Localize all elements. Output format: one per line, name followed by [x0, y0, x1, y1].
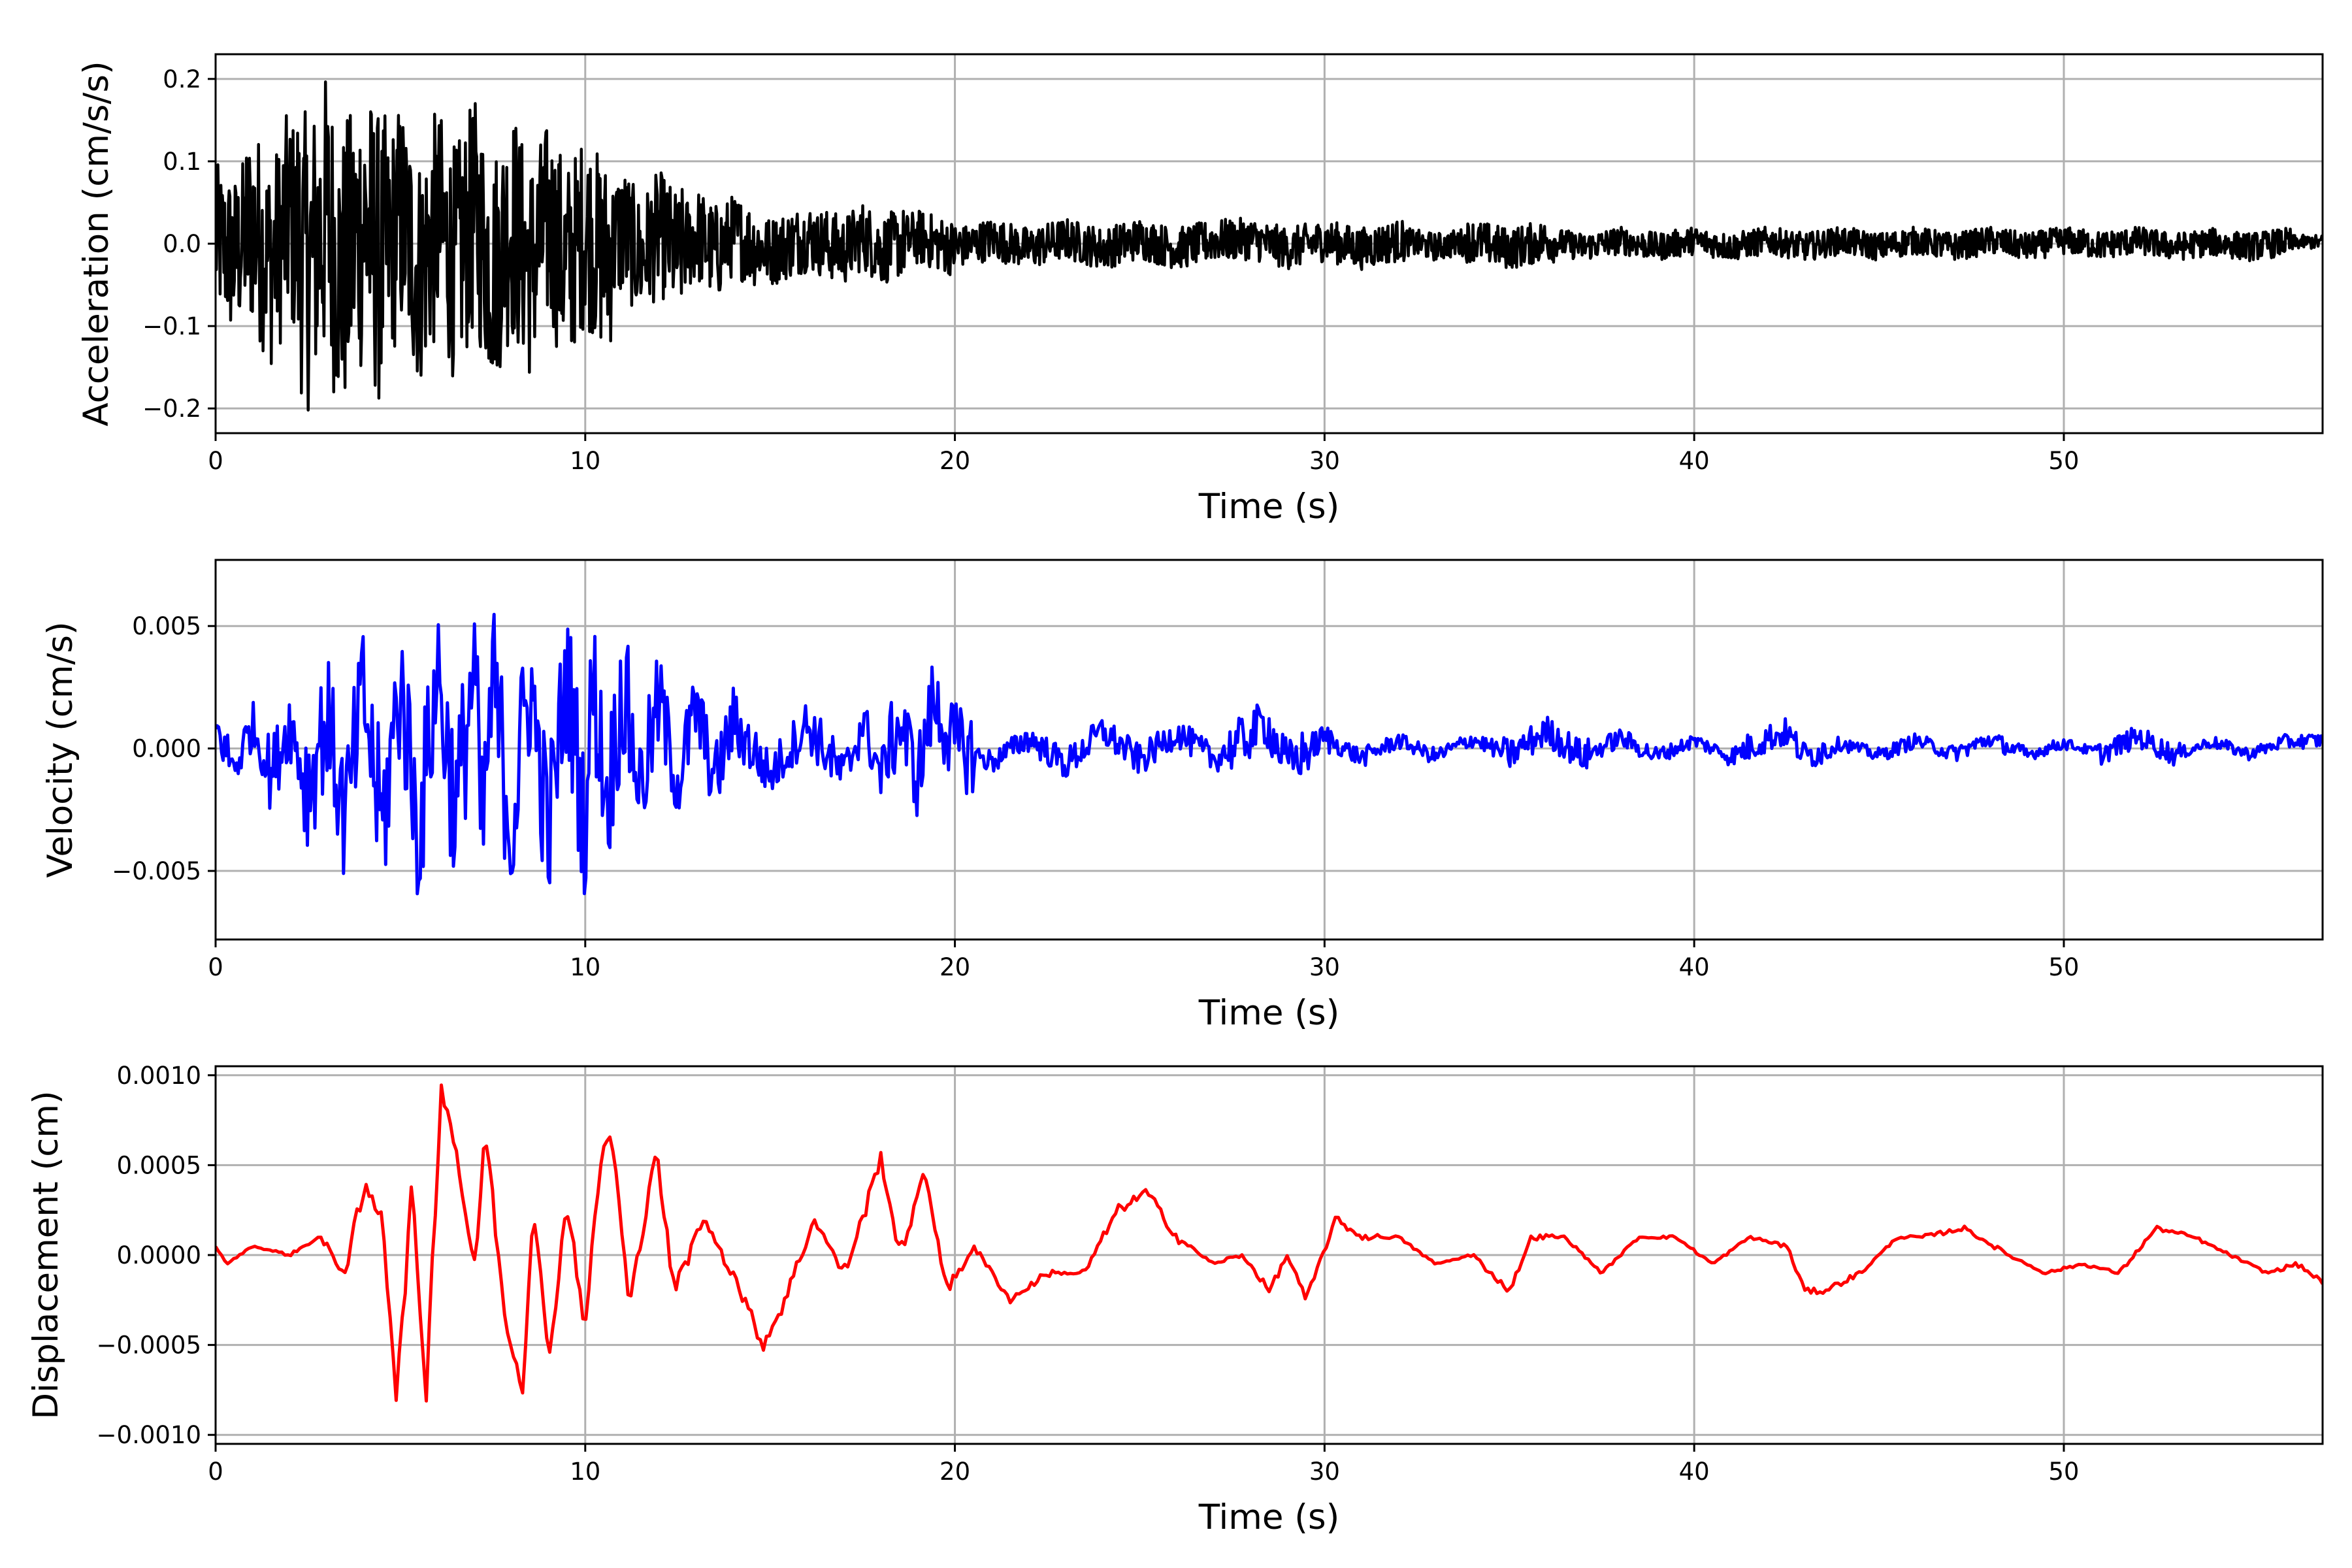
velocity-y-axis-title: Velocity (cm/s) — [41, 621, 80, 877]
velocity-y-tick-label: −0.005 — [112, 857, 201, 885]
acceleration-y-tick-label: −0.2 — [142, 395, 201, 423]
displacement-y-tick-label: −0.0010 — [97, 1421, 201, 1449]
displacement-y-axis-title: Displacement (cm) — [26, 1090, 66, 1419]
velocity-plot-frame — [214, 559, 2324, 941]
acceleration-x-tick-label: 20 — [939, 447, 970, 475]
acceleration-x-tick-label: 40 — [1679, 447, 1710, 475]
acceleration-panel: 0 10 20 30 40 50 −0.2 −0.1 0.0 0.1 0.2 Time (s) Acce… — [76, 53, 2324, 527]
acceleration-y-tick-label: −0.1 — [142, 312, 201, 340]
acceleration-y-tick-label: 0.1 — [163, 148, 201, 176]
velocity-y-tick-label: 0.005 — [132, 612, 201, 640]
displacement-x-tick-label: 50 — [2048, 1458, 2079, 1486]
displacement-x-tick-label: 30 — [1309, 1458, 1340, 1486]
displacement-x-tick-label: 40 — [1679, 1458, 1710, 1486]
acceleration-x-tick-label: 30 — [1309, 447, 1340, 475]
acceleration-y-axis-title: Acceleration (cm/s/s) — [76, 61, 116, 426]
displacement-x-tick-label: 0 — [208, 1458, 223, 1486]
velocity-x-tick-label: 30 — [1309, 953, 1340, 981]
displacement-y-tick-label: 0.0005 — [117, 1151, 201, 1179]
velocity-x-axis-title: Time (s) — [1198, 993, 1340, 1033]
displacement-x-tick-label: 10 — [570, 1458, 600, 1486]
velocity-x-tick-label: 10 — [570, 953, 600, 981]
displacement-panel: 0 10 20 30 40 50 −0.0010 −0.0005 0.0000 0.0005 0.0… — [26, 1062, 2324, 1537]
displacement-series-line — [216, 1083, 2323, 1403]
acceleration-x-tick-label: 10 — [570, 447, 600, 475]
velocity-x-tick-label: 40 — [1679, 953, 1710, 981]
displacement-y-tick-label: 0.0010 — [117, 1062, 201, 1090]
displacement-x-tick-label: 20 — [939, 1458, 970, 1486]
displacement-y-tick-label: 0.0000 — [117, 1241, 201, 1269]
velocity-y-tick-label: 0.000 — [132, 735, 201, 763]
velocity-x-tick-label: 50 — [2048, 953, 2079, 981]
velocity-panel: 0 10 20 30 40 50 −0.005 0.000 0.005 Time (s) Veloc… — [41, 559, 2324, 1033]
acceleration-y-tick-label: 0.2 — [163, 65, 201, 93]
velocity-x-tick-label: 20 — [939, 953, 970, 981]
acceleration-x-tick-label: 50 — [2048, 447, 2079, 475]
acceleration-x-tick-label: 0 — [208, 447, 223, 475]
velocity-series-line — [216, 613, 2323, 896]
displacement-x-axis-title: Time (s) — [1198, 1497, 1340, 1537]
acceleration-y-tick-label: 0.0 — [163, 230, 201, 258]
velocity-x-tick-label: 0 — [208, 953, 223, 981]
acceleration-x-axis-title: Time (s) — [1198, 487, 1340, 527]
displacement-y-tick-label: −0.0005 — [97, 1331, 201, 1360]
acceleration-series-line — [216, 80, 2323, 412]
